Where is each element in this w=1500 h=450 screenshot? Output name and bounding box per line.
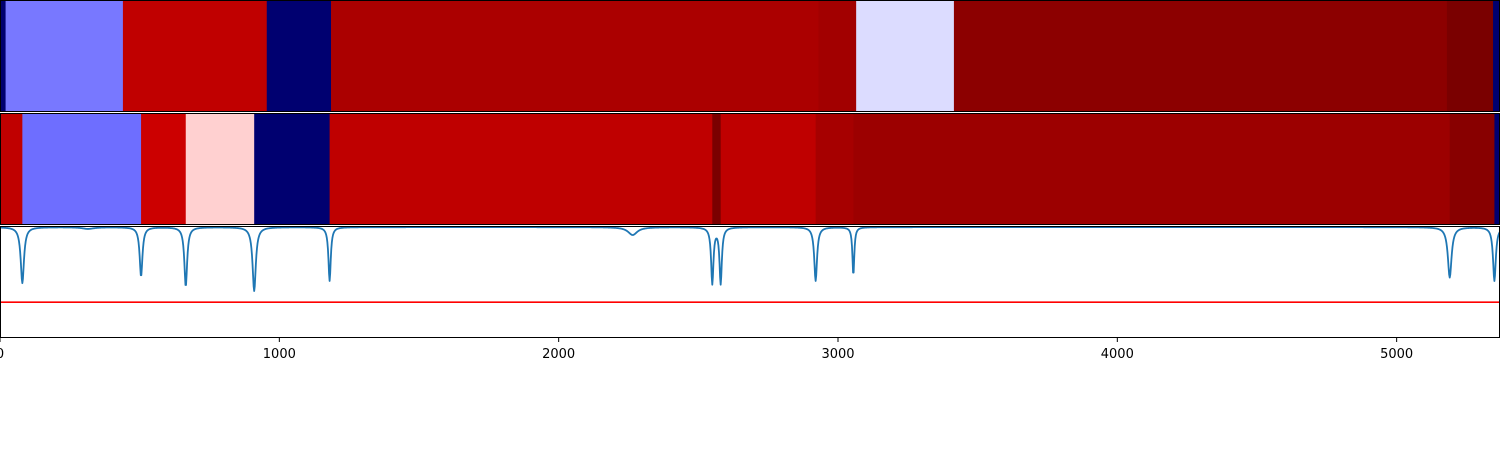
x-tick-label-4000: 4000 <box>1101 347 1134 362</box>
track-2-segment-8 <box>815 113 854 225</box>
x-axis: 0 1000 2000 3000 4000 5000 <box>0 338 1413 362</box>
signal-plot-background <box>0 226 1500 338</box>
segmentation-track-1 <box>0 0 1500 112</box>
track-1-segment-2 <box>122 0 268 112</box>
track-2-segment-3 <box>185 113 255 225</box>
x-tick-label-0: 0 <box>0 347 4 362</box>
track-2-segment-1 <box>22 113 142 225</box>
track-1-segment-5 <box>818 0 857 112</box>
track-2-segment-9 <box>853 113 1451 225</box>
signal-track <box>0 226 1500 338</box>
track-1-segment-9 <box>1493 0 1500 112</box>
signal-line <box>0 226 1500 292</box>
track-1-segment-6 <box>856 0 955 112</box>
track-2-segment-4 <box>254 113 331 225</box>
x-tick-label-3000: 3000 <box>821 347 854 362</box>
track-2-segment-5 <box>329 113 713 225</box>
track-2-segment-7 <box>720 113 817 225</box>
track-2-segment-2 <box>141 113 187 225</box>
x-tick-label-1000: 1000 <box>263 347 296 362</box>
segmentation-track-2 <box>0 113 1500 225</box>
track-2-segment-0 <box>0 113 23 225</box>
track-2-segment-10 <box>1449 113 1496 225</box>
track-1-segment-3 <box>266 0 332 112</box>
track-1-segment-1 <box>5 0 124 112</box>
track-1-segment-7 <box>953 0 1448 112</box>
x-tick-label-5000: 5000 <box>1380 347 1413 362</box>
track-1-segment-4 <box>331 0 820 112</box>
x-tick-label-2000: 2000 <box>542 347 575 362</box>
track-2-segment-6 <box>712 113 722 225</box>
track-1-segment-0 <box>0 0 7 112</box>
track-1-segment-8 <box>1446 0 1494 112</box>
track-2-segment-11 <box>1494 113 1500 225</box>
